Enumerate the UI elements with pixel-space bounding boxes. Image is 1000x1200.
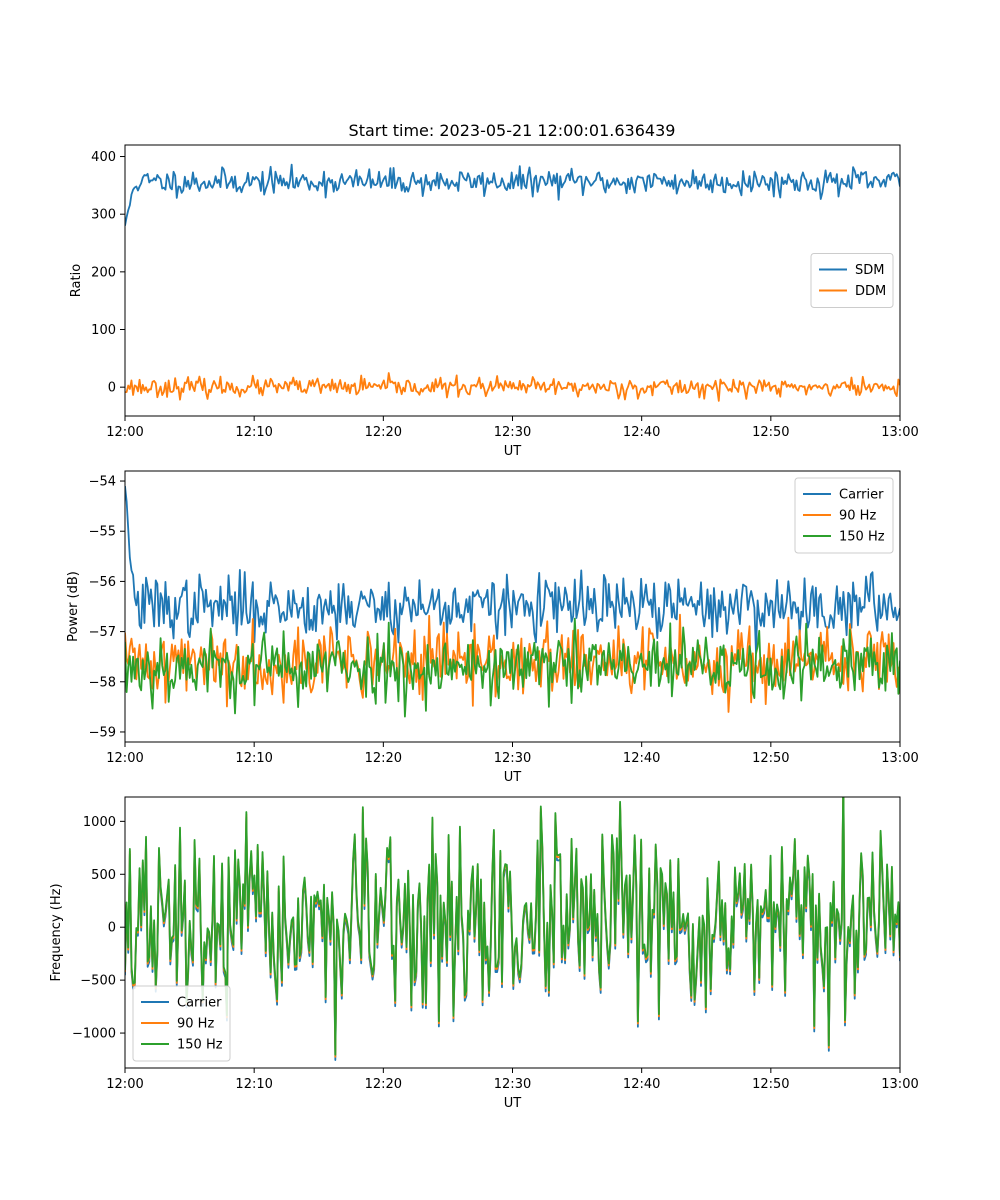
- x-tick-label: 12:20: [365, 425, 402, 440]
- x-tick-label: 12:50: [752, 1077, 789, 1092]
- x-tick-label: 12:20: [365, 751, 402, 766]
- y-tick-label: 400: [91, 150, 116, 165]
- legend-entry: SDM: [855, 263, 884, 278]
- x-tick-label: 12:10: [235, 1077, 272, 1092]
- y-tick-label: 0: [108, 381, 116, 396]
- x-tick-label: 12:30: [494, 1077, 531, 1092]
- x-tick-label: 12:00: [106, 1077, 143, 1092]
- panel-1: 12:00 12:10 12:20 12:30 12:40 12:50 13:00 0 100 2…: [69, 144, 919, 459]
- x-axis-label: UT: [504, 770, 522, 785]
- y-tick-label: −55: [89, 525, 116, 540]
- legend-box: [794, 477, 894, 554]
- legend: SDM DDM: [810, 253, 894, 308]
- x-tick-label: 12:10: [235, 425, 272, 440]
- y-tick-label: −56: [89, 575, 116, 590]
- x-tick-label: 12:30: [494, 751, 531, 766]
- legend: Carrier 90 Hz 150 Hz: [132, 985, 231, 1062]
- x-tick-label: 12:50: [752, 751, 789, 766]
- x-tick-label: 12:30: [494, 425, 531, 440]
- y-tick-label: −57: [89, 625, 116, 640]
- chart-panels: 12:00 12:10 12:20 12:30 12:40 12:50 13:00 0 100 2…: [49, 144, 919, 1111]
- x-tick-label: 12:40: [623, 425, 660, 440]
- series-line-carrier: [125, 485, 900, 655]
- legend-entry: Carrier: [839, 488, 884, 503]
- legend-entry: 90 Hz: [177, 1017, 214, 1032]
- y-axis-label: Frequency (Hz): [49, 883, 64, 981]
- y-tick-label: 1000: [83, 815, 116, 830]
- panel-3: 12:00 12:10 12:20 12:30 12:40 12:50 13:00 1000 5…: [49, 796, 919, 1111]
- y-axis-label: Ratio: [69, 264, 84, 297]
- y-tick-label: 0: [108, 921, 116, 936]
- y-tick-label: 100: [91, 323, 116, 338]
- panel-2: 12:00 12:10 12:20 12:30 12:40 12:50 13:00 −54 −5…: [66, 470, 919, 785]
- x-axis-label: UT: [504, 1096, 522, 1111]
- legend-entry: DDM: [855, 284, 886, 299]
- x-tick-label: 13:00: [881, 1077, 918, 1092]
- y-tick-label: −500: [80, 974, 116, 989]
- x-tick-label: 12:40: [623, 751, 660, 766]
- series-line-150-hz: [125, 617, 900, 718]
- x-tick-label: 12:50: [752, 425, 789, 440]
- x-tick-label: 12:00: [106, 751, 143, 766]
- y-tick-label: −54: [89, 475, 116, 490]
- x-tick-label: 13:00: [881, 751, 918, 766]
- legend-entry: 150 Hz: [839, 530, 885, 545]
- series-line-150-hz: [125, 797, 900, 1056]
- legend: Carrier 90 Hz 150 Hz: [794, 477, 894, 554]
- x-axis-label: UT: [504, 444, 522, 459]
- y-tick-label: −59: [89, 725, 116, 740]
- y-tick-label: −1000: [72, 1027, 116, 1042]
- y-tick-label: 300: [91, 208, 116, 223]
- x-tick-label: 12:00: [106, 425, 143, 440]
- series-line-ddm: [125, 372, 900, 402]
- x-tick-label: 12:40: [623, 1077, 660, 1092]
- x-tick-label: 12:10: [235, 751, 272, 766]
- figure-title: Start time: 2023-05-21 12:00:01.636439: [349, 121, 676, 140]
- legend-box: [810, 253, 894, 308]
- series-line-sdm: [125, 163, 900, 226]
- y-axis-label: Power (dB): [66, 571, 81, 642]
- y-tick-label: 200: [91, 265, 116, 280]
- y-tick-label: −58: [89, 675, 116, 690]
- legend-box: [132, 985, 231, 1062]
- y-tick-label: 500: [91, 868, 116, 883]
- legend-entry: Carrier: [177, 996, 222, 1011]
- legend-entry: 90 Hz: [839, 509, 876, 524]
- x-tick-label: 12:20: [365, 1077, 402, 1092]
- legend-entry: 150 Hz: [177, 1038, 223, 1053]
- x-tick-label: 13:00: [881, 425, 918, 440]
